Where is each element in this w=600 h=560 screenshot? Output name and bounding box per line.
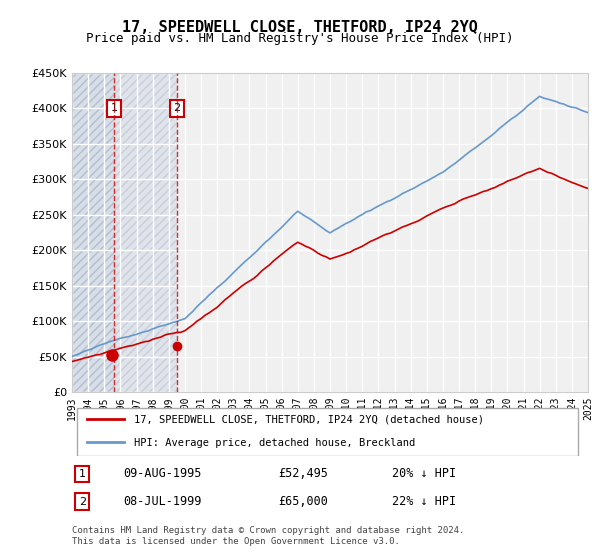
Text: 17, SPEEDWELL CLOSE, THETFORD, IP24 2YQ (detached house): 17, SPEEDWELL CLOSE, THETFORD, IP24 2YQ … [134, 414, 484, 424]
Text: 1: 1 [110, 103, 118, 113]
Text: 2: 2 [79, 497, 86, 507]
FancyBboxPatch shape [77, 408, 578, 456]
Text: Price paid vs. HM Land Registry's House Price Index (HPI): Price paid vs. HM Land Registry's House … [86, 32, 514, 45]
Text: 2: 2 [173, 103, 181, 113]
Text: 17, SPEEDWELL CLOSE, THETFORD, IP24 2YQ: 17, SPEEDWELL CLOSE, THETFORD, IP24 2YQ [122, 20, 478, 35]
Text: £65,000: £65,000 [278, 495, 328, 508]
Bar [72, 73, 114, 392]
Text: 22% ↓ HPI: 22% ↓ HPI [392, 495, 456, 508]
Text: HPI: Average price, detached house, Breckland: HPI: Average price, detached house, Brec… [134, 438, 415, 449]
Text: 08-JUL-1999: 08-JUL-1999 [124, 495, 202, 508]
Text: 20% ↓ HPI: 20% ↓ HPI [392, 468, 456, 480]
Text: £52,495: £52,495 [278, 468, 328, 480]
Text: 1: 1 [79, 469, 86, 479]
Text: Contains HM Land Registry data © Crown copyright and database right 2024.
This d: Contains HM Land Registry data © Crown c… [72, 526, 464, 546]
Text: 09-AUG-1995: 09-AUG-1995 [124, 468, 202, 480]
Bar [114, 73, 177, 392]
